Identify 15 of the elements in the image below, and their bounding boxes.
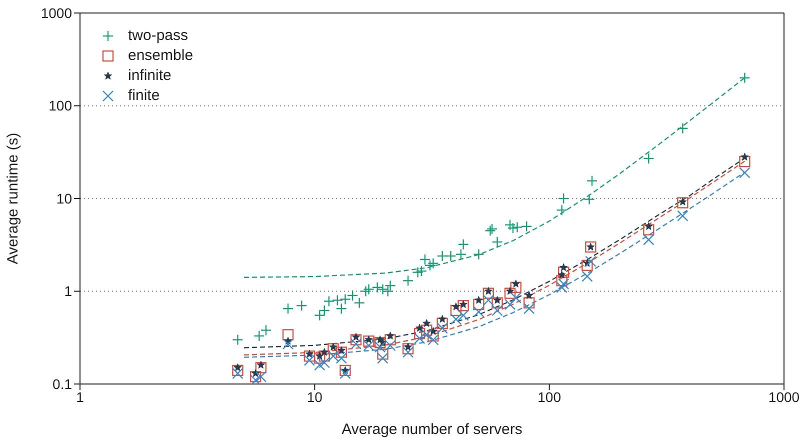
legend-label: infinite [128, 66, 172, 86]
legend-label: ensemble [128, 46, 194, 66]
y-tick-label: 100 [48, 98, 72, 114]
x-tick-label: 10 [306, 388, 323, 405]
legend-label: two-pass [128, 26, 188, 46]
y-axis-title: Average runtime (s) [4, 132, 22, 264]
x-axis-title: Average number of servers [342, 421, 522, 438]
y-tick-label: 10 [56, 190, 72, 206]
x-tick-label: 1 [76, 388, 84, 405]
y-tick-label: 0.1 [52, 376, 72, 392]
x-tick-label: 1000 [768, 388, 800, 405]
y-tick-label: 1 [64, 283, 72, 300]
y-tick-label: 1000 [40, 4, 72, 21]
x-tick-label: 100 [538, 388, 562, 405]
legend-label: finite [128, 86, 160, 106]
